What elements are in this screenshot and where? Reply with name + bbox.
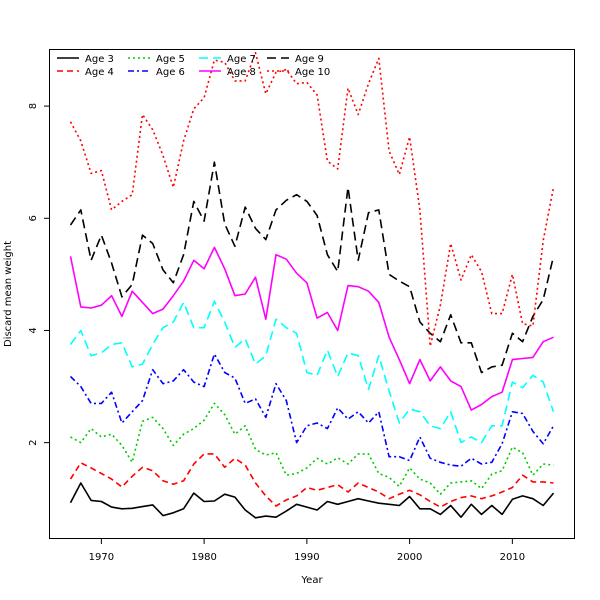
legend-label-age-4: Age 4 (85, 67, 114, 78)
series-line-age-6 (69, 353, 555, 468)
x-tick-label: 1980 (191, 552, 216, 563)
series-line-age-9 (69, 161, 555, 374)
y-axis-label: Discard mean weight (3, 241, 14, 347)
x-tick-label: 1990 (294, 552, 319, 563)
x-tick-label: 2010 (500, 552, 525, 563)
y-tick-label: 4 (28, 327, 39, 333)
x-tick-label: 1970 (89, 552, 114, 563)
legend-label-age-9: Age 9 (295, 54, 324, 65)
series-line-age-8 (69, 246, 554, 411)
series-layer (69, 51, 555, 519)
x-tick-label: 2000 (397, 552, 422, 563)
legend-label-age-10: Age 10 (295, 67, 330, 78)
legend-label-age-7: Age 7 (227, 54, 256, 65)
series-line-age-3 (69, 482, 555, 519)
series-line-age-4 (69, 453, 554, 508)
series-line-age-5 (70, 402, 554, 496)
legend-label-age-5: Age 5 (156, 54, 185, 65)
legend-label-age-6: Age 6 (156, 67, 185, 78)
y-tick-label: 6 (28, 215, 39, 221)
series-line-age-7 (69, 300, 555, 444)
legend-label-age-8: Age 8 (227, 67, 256, 78)
y-axis: 2 4 6 8 (28, 103, 50, 446)
plot-area (49, 49, 575, 539)
plot-frame (49, 49, 575, 539)
legend-label-age-3: Age 3 (85, 54, 114, 65)
y-tick-label: 8 (28, 103, 39, 109)
legend: Age 3 Age 4 Age 5 Age 6 Age 7 Age 8 Age 9 Age 1… (57, 54, 330, 78)
y-tick-label: 2 (28, 439, 39, 445)
x-axis: 1970 1980 1990 2000 2010 (89, 538, 525, 563)
x-axis-label: Year (300, 575, 323, 586)
